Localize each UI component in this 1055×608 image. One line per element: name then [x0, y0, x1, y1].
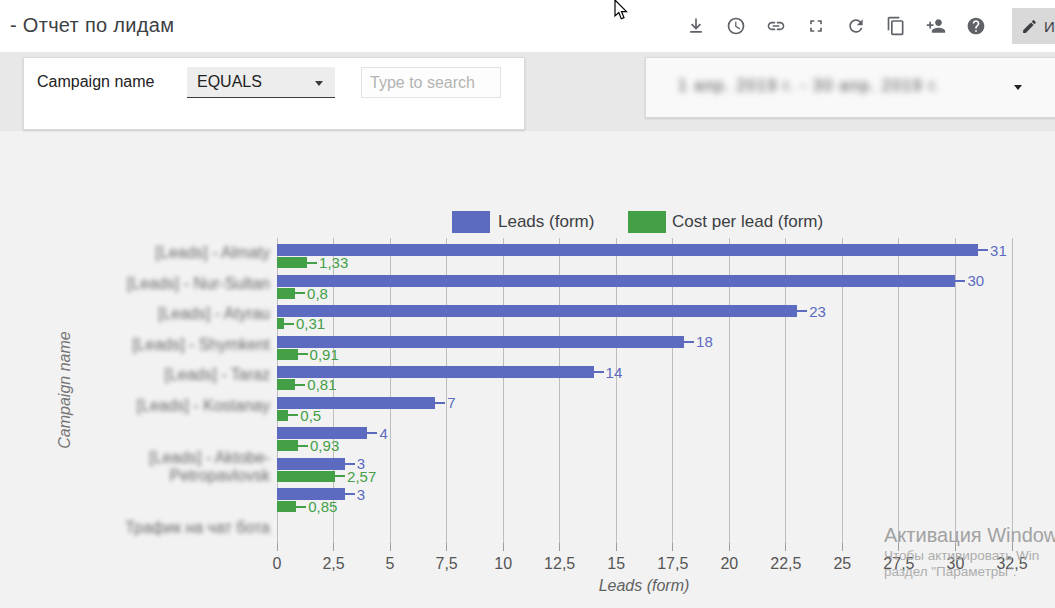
value-label: 2,57 [335, 467, 376, 485]
filter-panel: Campaign name EQUALS Type to search [23, 57, 525, 130]
refresh-icon[interactable] [846, 16, 866, 36]
value-label: 1,33 [307, 254, 348, 272]
value-label: 0,8 [295, 284, 328, 302]
legend-swatch-leads [452, 211, 490, 233]
value-label: 31 [978, 241, 1007, 259]
x-tick-mark [729, 543, 730, 551]
x-tick-label: 5 [362, 555, 418, 573]
edit-button-label: И [1044, 18, 1055, 35]
person-add-icon[interactable] [926, 16, 946, 36]
category-label: [Leads] - Atyrau [40, 305, 270, 323]
filter-field-label: Campaign name [37, 73, 154, 91]
value-label: 0,93 [298, 437, 339, 455]
category-label: [Leads] - Kostanay [40, 397, 270, 415]
bar-cost-per-lead [277, 257, 307, 268]
windows-activation-watermark: Активация Windows Чтобы активировать Win… [884, 523, 1055, 579]
x-tick-label: 12,5 [532, 555, 588, 573]
mouse-cursor [614, 0, 630, 22]
x-tick-mark [559, 543, 560, 551]
date-range-panel[interactable]: 1 апр. 2019 г. - 30 апр. 2019 г. [645, 57, 1055, 118]
x-tick-label: 2,5 [306, 555, 362, 573]
date-range-value: 1 апр. 2019 г. - 30 апр. 2019 г. [678, 77, 940, 95]
x-tick-label: 7,5 [419, 555, 475, 573]
value-label: 23 [797, 302, 826, 320]
link-icon[interactable] [766, 16, 786, 36]
legend-label-cpl: Cost per lead (form) [672, 212, 823, 232]
x-tick-mark [333, 543, 334, 551]
toolbar [686, 16, 986, 36]
x-tick-mark [503, 543, 504, 551]
history-icon[interactable] [726, 16, 746, 36]
x-tick-mark [390, 543, 391, 551]
category-label: [Leads] - Shymkent [40, 336, 270, 354]
date-caret-icon [1014, 85, 1022, 90]
help-icon[interactable] [966, 16, 986, 36]
value-label: 0,81 [295, 376, 336, 394]
bar-leads [277, 244, 978, 256]
pencil-icon [1021, 18, 1038, 35]
gridline [1012, 238, 1013, 543]
x-tick-mark [672, 543, 673, 551]
watermark-title: Активация Windows [884, 523, 1055, 548]
category-label: Трафик на чат бота [40, 519, 270, 537]
fullscreen-icon[interactable] [806, 16, 826, 36]
category-label: [Leads] - Aktobe- Petropavlovsk [40, 449, 270, 484]
x-tick-label: 25 [814, 555, 870, 573]
value-label: 4 [367, 424, 387, 442]
bar-cost-per-lead [277, 379, 295, 390]
value-label: 0,31 [284, 315, 325, 333]
x-tick-mark [842, 543, 843, 551]
legend-swatch-cpl [628, 211, 666, 233]
x-tick-label: 0 [249, 555, 305, 573]
dropdown-caret-icon [315, 81, 323, 86]
value-label: 0,85 [296, 498, 337, 516]
value-label: 30 [955, 272, 984, 290]
bar-cost-per-lead [277, 440, 298, 451]
x-tick-label: 22,5 [758, 555, 814, 573]
x-tick-mark [446, 543, 447, 551]
value-label: 7 [435, 394, 455, 412]
x-tick-label: 15 [588, 555, 644, 573]
category-label: [Leads] - Almaty [40, 244, 270, 262]
header-bar: - Отчет по лидам [0, 0, 1055, 52]
value-label: 0,91 [298, 345, 339, 363]
operator-value: EQUALS [197, 73, 262, 90]
value-label: 3 [345, 485, 365, 503]
watermark-line3: раздел "Параметры". [884, 564, 1055, 580]
download-icon[interactable] [686, 16, 706, 36]
bar-cost-per-lead [277, 471, 335, 482]
search-placeholder: Type to search [370, 74, 475, 91]
copy-icon[interactable] [886, 16, 906, 36]
bar-cost-per-lead [277, 288, 295, 299]
bar-cost-per-lead [277, 410, 288, 421]
bar-leads [277, 305, 797, 317]
value-label: 0,5 [288, 406, 321, 424]
operator-select[interactable]: EQUALS [187, 67, 335, 98]
bar-cost-per-lead [277, 501, 296, 512]
x-axis-title: Leads (form) [544, 577, 744, 595]
page-title: - Отчет по лидам [10, 14, 174, 37]
value-label: 18 [684, 333, 713, 351]
value-label: 14 [594, 363, 623, 381]
x-tick-label: 17,5 [645, 555, 701, 573]
search-input[interactable]: Type to search [361, 67, 501, 98]
report-page: - Отчет по лидам [0, 0, 1055, 608]
x-tick-mark [616, 543, 617, 551]
bar-leads [277, 275, 955, 287]
category-label: [Leads] - Taraz [40, 366, 270, 384]
x-tick-mark [277, 543, 278, 551]
legend-label-leads: Leads (form) [498, 212, 594, 232]
x-tick-mark [785, 543, 786, 551]
x-tick-label: 10 [475, 555, 531, 573]
x-tick-label: 20 [701, 555, 757, 573]
watermark-line2: Чтобы активировать Win [884, 548, 1055, 564]
category-label: [Leads] - Nur-Sultan [40, 275, 270, 293]
bar-cost-per-lead [277, 349, 298, 360]
edit-button[interactable]: И [1012, 8, 1055, 44]
bar-cost-per-lead [277, 318, 284, 329]
